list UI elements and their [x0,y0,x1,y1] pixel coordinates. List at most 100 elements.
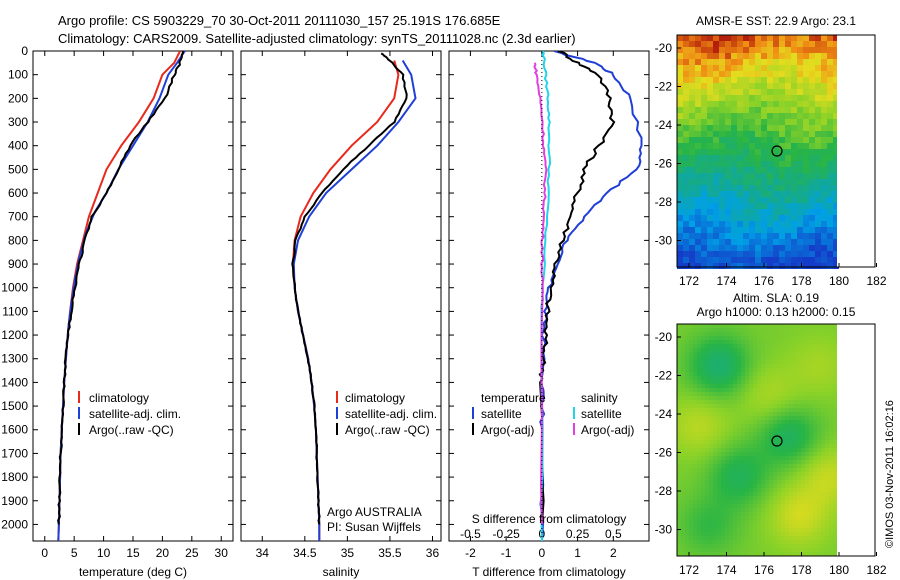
sla-pixel [773,352,777,356]
sla-pixel [817,524,821,528]
sla-pixel [733,380,737,384]
sla-pixel [777,440,781,444]
sla-pixel [685,400,689,404]
sst-pixel [737,53,743,59]
sla-pixel [801,460,805,464]
sla-pixel [689,500,693,504]
sst-pixel [689,65,695,71]
sst-pixel [701,113,707,119]
sst-pixel [827,47,833,53]
sla-pixel [821,328,825,332]
sst-pixel [737,191,743,197]
sla-pixel [741,520,745,524]
sla-pixel [765,496,769,500]
sla-pixel [825,364,829,368]
sla-pixel [777,508,781,512]
sla-pixel [773,480,777,484]
sla-pixel [813,400,817,404]
sla-pixel [733,352,737,356]
sla-pixel [829,528,833,532]
sla-pixel [717,324,721,328]
sla-pixel [741,352,745,356]
sla-pixel [781,528,785,532]
sla-pixel [765,476,769,480]
sla-pixel [693,376,697,380]
sla-pixel [785,448,789,452]
sla-pixel [701,352,705,356]
sla-pixel [813,480,817,484]
sst-pixel [749,35,755,41]
sst-pixel [767,161,773,167]
sla-pixel [713,424,717,428]
sla-pixel [813,548,817,552]
sla-pixel [721,500,725,504]
sla-pixel [717,452,721,456]
sla-pixel [693,384,697,388]
sst-pixel [725,203,731,209]
sst-pixel [719,251,725,257]
sst-pixel [725,179,731,185]
sla-pixel [785,460,789,464]
sla-pixel [805,548,809,552]
sst-pixel [803,107,809,113]
sla-pixel [761,396,765,400]
sla-pixel [825,388,829,392]
sla-pixel [781,340,785,344]
sla-pixel [749,372,753,376]
sst-pixel [767,119,773,125]
sst-pixel [773,251,779,257]
sst-pixel [707,251,713,257]
sla-pixel [833,336,837,340]
sla-pixel [789,464,793,468]
sst-pixel [713,41,719,47]
sla-pixel [733,332,737,336]
sst-pixel [719,83,725,89]
sst-pixel [755,167,761,173]
sla-pixel [729,436,733,440]
sla-pixel [681,408,685,412]
sst-pixel [821,185,827,191]
sst-pixel [803,215,809,221]
sla-pixel [805,520,809,524]
sst-pixel [707,245,713,251]
lon-tick-label: 180 [829,563,849,577]
sst-pixel [797,185,803,191]
sst-pixel [767,263,773,269]
sla-pixel [741,464,745,468]
sla-pixel [793,348,797,352]
sst-pixel [677,71,683,77]
sla-pixel [693,496,697,500]
sla-pixel [721,412,725,416]
depth-tick-label: 1000 [1,281,28,295]
sla-pixel [805,384,809,388]
sst-pixel [713,179,719,185]
sla-pixel [725,492,729,496]
sla-pixel [733,432,737,436]
sla-pixel [785,508,789,512]
sla-pixel [793,516,797,520]
sla-pixel [761,424,765,428]
sla-pixel [713,476,717,480]
sst-pixel [695,239,701,245]
depth-tick-label: 1200 [1,328,28,342]
sla-pixel [701,368,705,372]
sst-pixel [731,101,737,107]
sla-pixel [705,508,709,512]
sla-pixel [829,448,833,452]
sst-pixel [737,119,743,125]
sst-pixel [767,35,773,41]
sst-pixel [701,35,707,41]
sla-pixel [789,328,793,332]
sla-pixel [789,380,793,384]
sst-pixel [677,47,683,53]
depth-tick-label: 200 [8,91,28,105]
sla-pixel [785,324,789,328]
sla-pixel [697,544,701,548]
sla-pixel [677,512,681,516]
sst-pixel [827,161,833,167]
sla-pixel [733,428,737,432]
sla-pixel [737,552,741,556]
sla-pixel [685,516,689,520]
sst-pixel [827,77,833,83]
sla-pixel [705,376,709,380]
